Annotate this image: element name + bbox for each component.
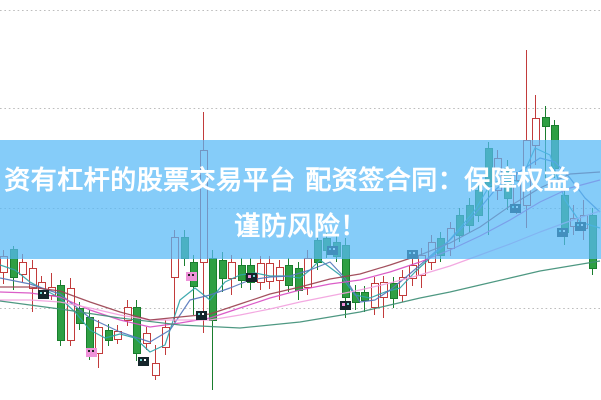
headline-banner: 资有杠杆的股票交易平台 配资签合同：保障权益， 谨防风险！ <box>0 140 601 259</box>
headline-line-2: 谨防风险！ <box>234 212 367 242</box>
headline-line-1: 资有杠杆的股票交易平台 配资签合同：保障权益， <box>4 166 597 196</box>
